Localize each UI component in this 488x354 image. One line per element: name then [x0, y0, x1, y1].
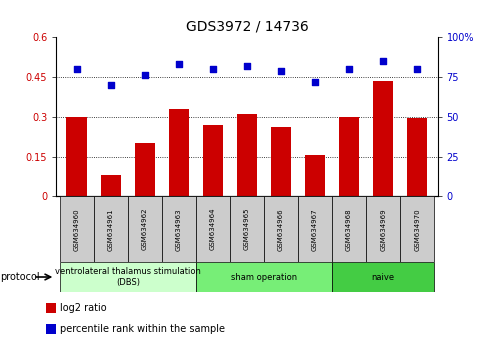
Bar: [196, 262, 331, 292]
Bar: [60, 262, 196, 292]
Text: log2 ratio: log2 ratio: [60, 303, 106, 313]
Bar: [331, 262, 433, 292]
Text: GSM634967: GSM634967: [311, 208, 317, 251]
Point: [310, 79, 318, 85]
Bar: [297, 196, 331, 262]
Bar: [229, 196, 264, 262]
Point: [208, 66, 216, 72]
Bar: [366, 196, 399, 262]
Point: [141, 73, 148, 78]
Bar: [94, 196, 127, 262]
Bar: [60, 196, 94, 262]
Bar: [270, 127, 291, 196]
Bar: [331, 196, 366, 262]
Point: [277, 68, 285, 74]
Text: sham operation: sham operation: [230, 273, 296, 281]
Text: GSM634965: GSM634965: [244, 208, 249, 251]
Point: [73, 66, 81, 72]
Bar: [66, 117, 87, 196]
Point: [345, 66, 352, 72]
Bar: [168, 109, 189, 196]
Text: GSM634966: GSM634966: [278, 208, 284, 251]
Title: GDS3972 / 14736: GDS3972 / 14736: [185, 19, 308, 33]
Bar: [236, 114, 257, 196]
Text: GSM634964: GSM634964: [209, 208, 215, 251]
Bar: [46, 303, 56, 313]
Text: GSM634963: GSM634963: [176, 208, 182, 251]
Bar: [101, 175, 121, 196]
Bar: [202, 125, 223, 196]
Text: GSM634968: GSM634968: [346, 208, 351, 251]
Point: [243, 63, 250, 69]
Bar: [196, 196, 229, 262]
Point: [379, 58, 386, 64]
Bar: [127, 196, 162, 262]
Bar: [304, 155, 325, 196]
Bar: [406, 118, 427, 196]
Point: [175, 61, 183, 67]
Text: GSM634961: GSM634961: [107, 208, 114, 251]
Text: GSM634970: GSM634970: [413, 208, 419, 251]
Bar: [399, 196, 433, 262]
Bar: [162, 196, 196, 262]
Text: protocol: protocol: [0, 272, 40, 282]
Text: naive: naive: [371, 273, 394, 281]
Bar: [264, 196, 297, 262]
Point: [106, 82, 114, 88]
Text: ventrolateral thalamus stimulation
(DBS): ventrolateral thalamus stimulation (DBS): [55, 267, 200, 287]
Bar: [46, 324, 56, 334]
Text: percentile rank within the sample: percentile rank within the sample: [60, 324, 224, 334]
Bar: [372, 81, 392, 196]
Bar: [338, 117, 359, 196]
Text: GSM634960: GSM634960: [74, 208, 80, 251]
Text: GSM634962: GSM634962: [142, 208, 147, 251]
Text: GSM634969: GSM634969: [379, 208, 386, 251]
Bar: [134, 143, 155, 196]
Point: [412, 66, 420, 72]
